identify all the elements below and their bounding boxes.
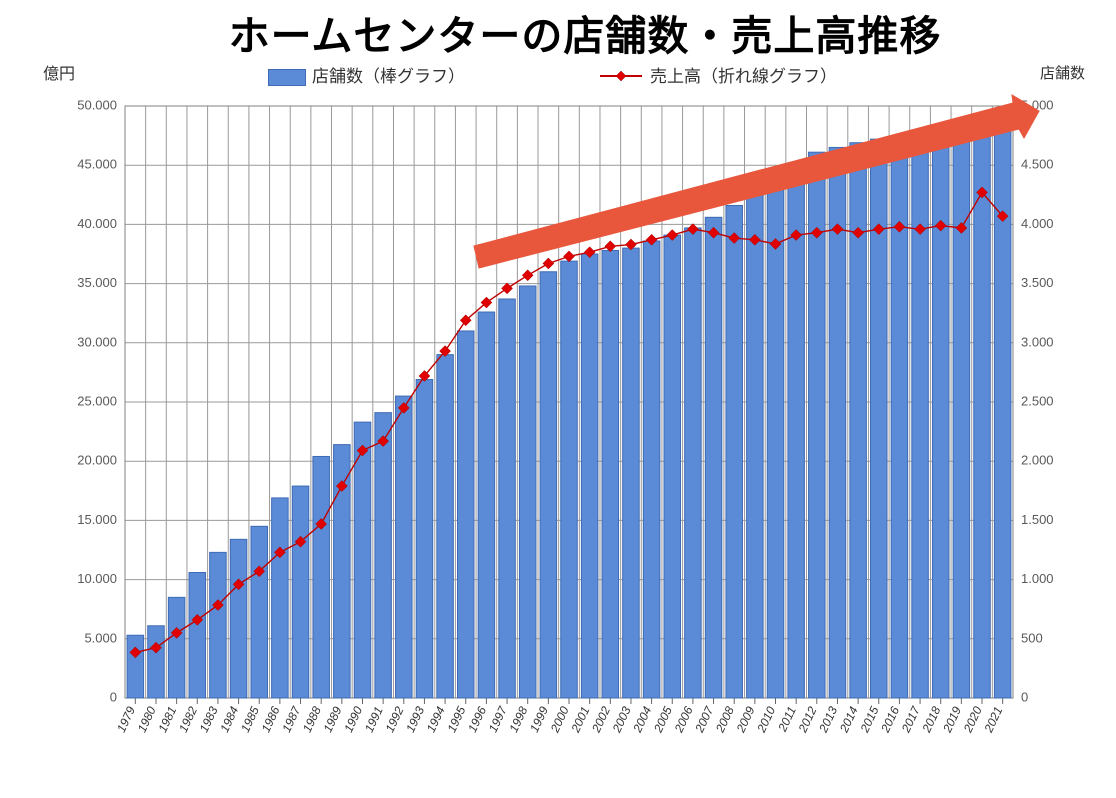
svg-text:4.000: 4.000 [1021,216,1054,231]
svg-text:2000: 2000 [547,704,572,735]
svg-text:3.000: 3.000 [1021,334,1054,349]
svg-text:1994: 1994 [424,704,448,734]
svg-text:1983: 1983 [197,704,221,734]
svg-text:2008: 2008 [713,704,738,735]
svg-text:1980: 1980 [135,704,159,734]
svg-text:1998: 1998 [506,704,530,734]
svg-text:2.500: 2.500 [1021,394,1054,409]
svg-text:1979: 1979 [114,704,138,734]
svg-text:1997: 1997 [486,703,511,734]
svg-text:2011: 2011 [775,704,799,734]
svg-text:1987: 1987 [279,703,304,734]
svg-text:1981: 1981 [155,704,179,734]
svg-text:1999: 1999 [527,704,551,734]
svg-text:2009: 2009 [733,704,758,735]
svg-text:2010: 2010 [754,704,779,735]
svg-text:40.000: 40.000 [77,216,117,231]
svg-text:2017: 2017 [898,703,923,735]
svg-text:2018: 2018 [919,704,944,735]
svg-text:15.000: 15.000 [77,512,117,527]
svg-text:5.000: 5.000 [84,630,117,645]
svg-text:2004: 2004 [630,704,655,735]
svg-text:1995: 1995 [444,704,468,734]
svg-text:1993: 1993 [403,704,427,734]
svg-text:2012: 2012 [795,704,820,735]
svg-text:1984: 1984 [217,704,241,734]
svg-text:0: 0 [110,690,117,705]
svg-text:2015: 2015 [857,704,882,735]
svg-text:1988: 1988 [300,704,324,734]
svg-text:1.000: 1.000 [1021,571,1054,586]
svg-text:2005: 2005 [651,704,676,735]
svg-text:2021: 2021 [981,704,1005,735]
svg-text:45.000: 45.000 [77,157,117,172]
svg-text:1996: 1996 [465,704,489,734]
svg-text:2003: 2003 [609,704,634,735]
svg-text:1992: 1992 [383,704,407,734]
svg-text:500: 500 [1021,630,1043,645]
svg-text:2002: 2002 [589,704,614,735]
svg-text:1991: 1991 [362,704,386,734]
svg-text:2013: 2013 [816,704,841,735]
svg-text:2014: 2014 [836,704,861,735]
svg-text:0: 0 [1021,690,1028,705]
svg-text:2001: 2001 [568,704,592,735]
svg-text:3.500: 3.500 [1021,275,1054,290]
svg-text:2019: 2019 [940,704,965,735]
svg-text:2007: 2007 [692,703,717,735]
svg-text:10.000: 10.000 [77,571,117,586]
svg-text:1.500: 1.500 [1021,512,1054,527]
svg-text:2.000: 2.000 [1021,453,1054,468]
svg-text:2020: 2020 [960,704,985,735]
svg-text:1982: 1982 [176,704,200,734]
svg-text:1986: 1986 [259,704,283,734]
svg-text:2006: 2006 [671,704,696,735]
svg-text:25.000: 25.000 [77,394,117,409]
svg-text:20.000: 20.000 [77,453,117,468]
svg-text:1990: 1990 [341,704,365,734]
svg-text:30.000: 30.000 [77,334,117,349]
svg-text:35.000: 35.000 [77,275,117,290]
svg-text:2016: 2016 [878,704,903,735]
svg-text:4.500: 4.500 [1021,157,1054,172]
svg-text:50.000: 50.000 [77,98,117,113]
svg-text:1985: 1985 [238,704,262,734]
svg-text:1989: 1989 [321,704,345,734]
